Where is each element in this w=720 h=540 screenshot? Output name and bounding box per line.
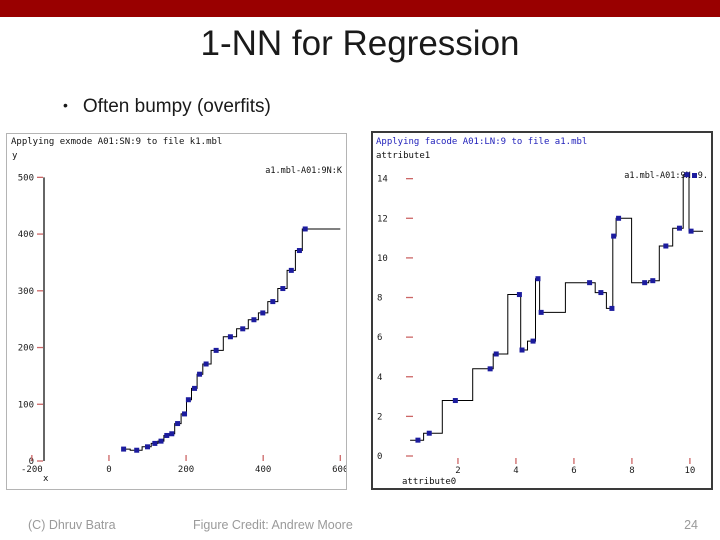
bullet-item: • Often bumpy (overfits) [63,96,271,118]
svg-text:8: 8 [377,294,382,304]
svg-text:2: 2 [377,412,382,422]
svg-text:200: 200 [18,344,34,354]
svg-text:10: 10 [377,254,388,264]
chart-header: Applying facode A01:LN:9 to file a1.mbl [376,137,588,147]
svg-text:100: 100 [18,400,34,410]
svg-text:6: 6 [377,333,382,343]
footer-credit: Figure Credit: Andrew Moore [193,518,353,532]
chart-y-axis-title: y [12,151,18,161]
right-chart-image: Applying facode A01:LN:9 to file a1.mbl … [371,131,713,490]
bullet-dot-icon: • [63,97,68,113]
svg-text:500: 500 [18,173,34,183]
svg-text:600: 600 [332,465,346,475]
footer-copyright: (C) Dhruv Batra [28,518,116,532]
chart-legend: a1.mbl-A01:9N 9. [624,171,708,181]
chart-y-axis-title: attribute1 [376,151,431,161]
footer-page-number: 24 [684,518,698,532]
svg-text:4: 4 [513,466,518,476]
chart-legend: a1.mbl-A01:9N:K [265,166,342,176]
svg-text:12: 12 [377,214,388,224]
svg-text:0: 0 [377,452,382,462]
svg-text:2: 2 [455,466,460,476]
svg-text:0: 0 [29,457,34,467]
legend-marker-icon [691,173,697,178]
svg-text:400: 400 [255,465,271,475]
chart-legend-suffix: 9. [697,171,708,181]
svg-text:400: 400 [18,230,34,240]
chart-plot: 0 2 4 6 8 10 12 14 2 4 6 8 10 [377,172,703,476]
chart-legend-text: a1.mbl-A01:9N:K [265,166,342,176]
slide-accent-bar [0,0,720,17]
svg-text:14: 14 [377,175,388,185]
chart-x-axis-title: x [43,474,49,484]
svg-text:8: 8 [629,466,634,476]
bullet-text: Often bumpy (overfits) [82,96,271,117]
svg-text:10: 10 [684,466,695,476]
slide-title: 1-NN for Regression [200,24,520,63]
svg-text:-200: -200 [21,465,43,475]
svg-text:4: 4 [377,373,382,383]
chart-legend-text: a1.mbl-A01:9N [624,171,691,181]
svg-text:300: 300 [18,287,34,297]
chart-header: Applying exmode A01:SN:9 to file k1.mbl [11,137,223,147]
left-chart-image: Applying exmode A01:SN:9 to file k1.mbl … [6,133,347,490]
svg-text:0: 0 [106,465,111,475]
svg-text:200: 200 [178,465,194,475]
svg-text:6: 6 [571,466,576,476]
chart-x-axis-title: attribute0 [402,477,457,487]
